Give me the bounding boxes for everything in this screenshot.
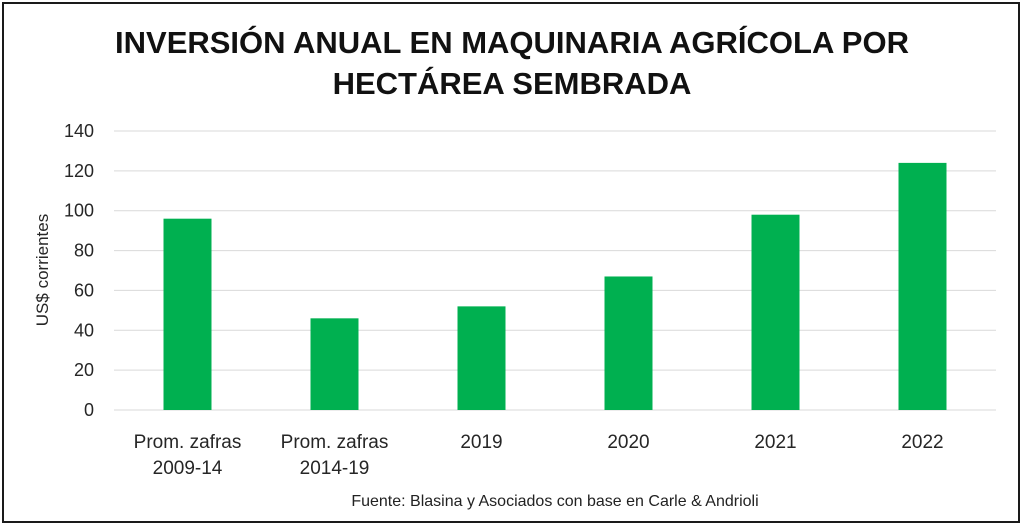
- y-tick-label: 0: [84, 400, 94, 420]
- y-tick-label: 120: [64, 161, 94, 181]
- bar: [163, 218, 212, 410]
- bar: [457, 306, 506, 410]
- y-tick-label: 140: [64, 121, 94, 141]
- x-tick-label: 2019: [460, 432, 502, 453]
- x-axis-ticks: Prom. zafras 2009-14 Prom. zafras 2014-19 20…: [134, 432, 944, 479]
- bar: [604, 276, 653, 410]
- bar: [310, 318, 359, 410]
- x-tick-label: 2020: [607, 432, 649, 453]
- bar: [751, 214, 800, 410]
- y-tick-label: 60: [74, 280, 94, 300]
- bar: [898, 162, 947, 410]
- x-tick-label: Prom. zafras: [281, 432, 389, 453]
- y-tick-label: 100: [64, 201, 94, 221]
- x-tick-label: 2022: [901, 432, 943, 453]
- y-tick-label: 40: [74, 320, 94, 340]
- chart-title-line-1: INVERSIÓN ANUAL EN MAQUINARIA AGRÍCOLA P…: [115, 25, 909, 60]
- y-axis-ticks: 0 20 40 60 80 100 120 140: [64, 121, 94, 420]
- x-tick-label: 2009-14: [153, 458, 223, 479]
- gridlines: [114, 130, 996, 411]
- source-note: Fuente: Blasina y Asociados con base en …: [351, 493, 759, 510]
- bars: [163, 162, 947, 410]
- x-tick-label: Prom. zafras: [134, 432, 242, 453]
- y-tick-label: 80: [74, 241, 94, 261]
- chart-title-line-2: HECTÁREA SEMBRADA: [332, 66, 692, 101]
- x-tick-label: 2014-19: [300, 458, 370, 479]
- x-tick-label: 2021: [754, 432, 796, 453]
- chart-title: INVERSIÓN ANUAL EN MAQUINARIA AGRÍCOLA P…: [0, 22, 1024, 104]
- y-tick-label: 20: [74, 360, 94, 380]
- y-axis-label: US$ corrientes: [33, 214, 52, 326]
